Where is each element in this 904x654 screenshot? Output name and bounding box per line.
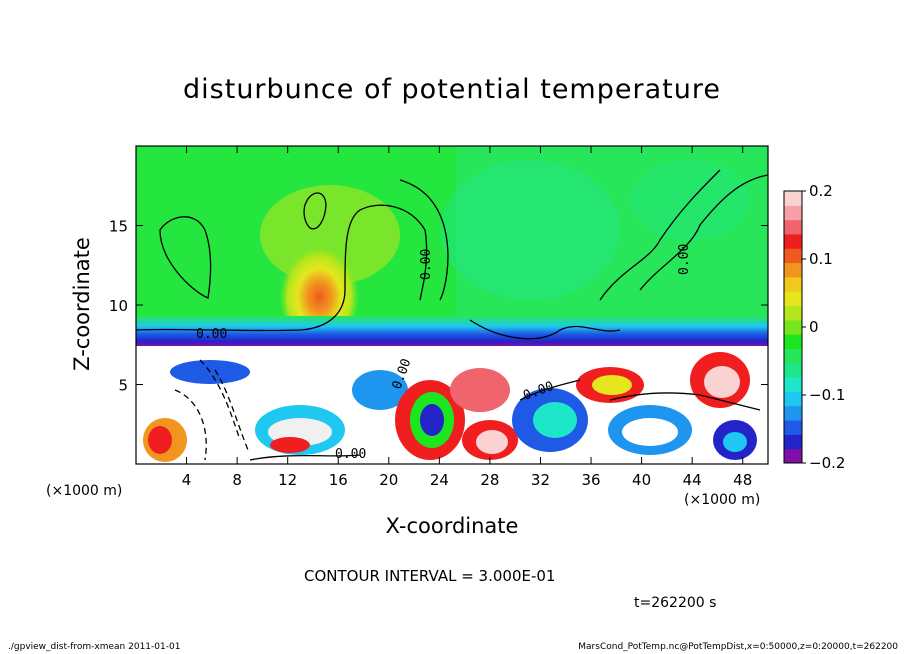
contour-value-label: 0.00 bbox=[196, 327, 227, 342]
colorbar-swatch bbox=[784, 434, 802, 450]
colorbar-swatch bbox=[784, 334, 802, 349]
colorbar-swatch bbox=[784, 191, 802, 206]
colorbar-swatch bbox=[784, 319, 802, 335]
x-tick-label: 12 bbox=[278, 471, 297, 489]
y-tick-label: 15 bbox=[109, 218, 128, 236]
colorbar-swatch bbox=[784, 391, 802, 407]
x-tick-label: 4 bbox=[182, 471, 192, 489]
y-tick-label: 5 bbox=[118, 377, 128, 395]
colorbar-swatch bbox=[784, 405, 802, 421]
chart-title: disturbunce of potential temperature bbox=[183, 74, 721, 105]
y-axis-label: Z-coordinate bbox=[70, 237, 94, 371]
contour-value-label: 0.00 bbox=[419, 249, 434, 280]
colorbar-swatch bbox=[784, 219, 802, 235]
upper-cool-band-2 bbox=[630, 160, 750, 240]
x-tick-label: 24 bbox=[430, 471, 449, 489]
contour-value-label: 0.00 bbox=[677, 244, 692, 275]
colorbar-tick-label: −0.2 bbox=[809, 454, 845, 472]
colorbar-swatch bbox=[784, 448, 802, 464]
x-tick-label: 48 bbox=[733, 471, 752, 489]
colorbar-tick-label: 0.1 bbox=[809, 250, 833, 268]
x-tick-label: 16 bbox=[329, 471, 348, 489]
heatmap-field bbox=[136, 146, 768, 464]
colorbar-swatch bbox=[784, 276, 802, 292]
x-unit-right: (×1000 m) bbox=[684, 492, 761, 508]
x-tick-label: 40 bbox=[632, 471, 651, 489]
x-ticks: 4 8 12 16 20 24 28 32 36 40 44 48 bbox=[182, 146, 752, 489]
lower-eddies bbox=[143, 352, 757, 462]
y-ticks: 5 10 15 bbox=[109, 218, 768, 395]
x-unit-left: (×1000 m) bbox=[46, 483, 123, 499]
colorbar-swatch bbox=[784, 348, 802, 364]
colorbar-tick-label: 0.2 bbox=[809, 182, 833, 200]
contour-lines bbox=[136, 169, 768, 461]
x-tick-label: 20 bbox=[379, 471, 398, 489]
contour-value-label: 0.00 bbox=[335, 447, 366, 462]
x-tick-label: 8 bbox=[232, 471, 242, 489]
colorbar: 0.2 0.1 0 −0.1 −0.2 bbox=[783, 182, 845, 472]
colorbar-tick-label: 0 bbox=[809, 318, 819, 336]
upper-field bbox=[136, 146, 768, 346]
colorbar-swatch bbox=[784, 248, 802, 264]
colorbar-swatch bbox=[784, 377, 802, 392]
colorbar-swatch bbox=[784, 233, 802, 249]
x-tick-label: 44 bbox=[683, 471, 702, 489]
footer-right: MarsCond_PotTemp.nc@PotTempDist,x=0:5000… bbox=[578, 642, 898, 652]
colorbar-swatch bbox=[784, 305, 802, 321]
footer-left: ./gpview_dist-from-xmean 2011-01-01 bbox=[8, 642, 181, 652]
upper-cool-band bbox=[440, 160, 620, 300]
x-tick-label: 32 bbox=[531, 471, 550, 489]
colorbar-swatch bbox=[784, 291, 802, 307]
x-axis-label: X-coordinate bbox=[385, 514, 519, 538]
contour-interval-text: CONTOUR INTERVAL = 3.000E-01 bbox=[304, 567, 556, 585]
colorbar-swatch bbox=[784, 362, 802, 378]
colorbar-swatch bbox=[784, 420, 802, 435]
colorbar-swatch bbox=[784, 262, 802, 278]
inversion-layer bbox=[136, 316, 768, 346]
x-tick-label: 28 bbox=[480, 471, 499, 489]
x-tick-label: 36 bbox=[581, 471, 600, 489]
time-label: t=262200 s bbox=[634, 595, 717, 611]
colorbar-tick-label: −0.1 bbox=[809, 386, 845, 404]
y-tick-label: 10 bbox=[109, 297, 128, 315]
colorbar-swatch bbox=[784, 205, 802, 221]
